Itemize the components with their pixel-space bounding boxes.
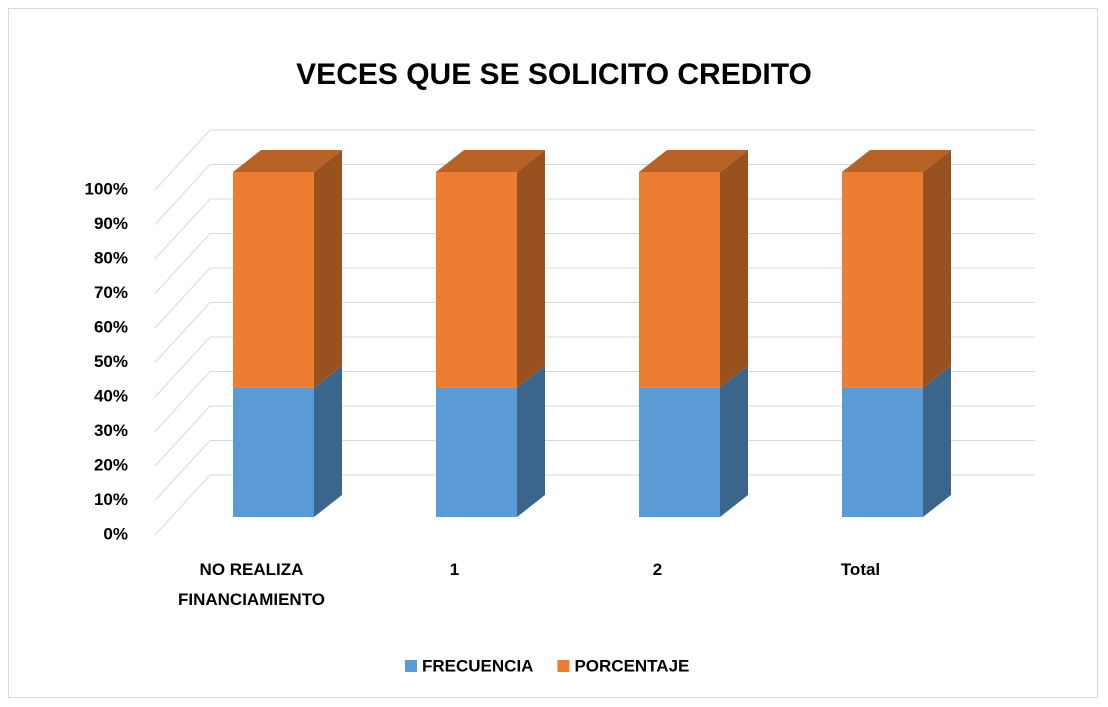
y-tick-label: 80% — [94, 248, 128, 267]
grid-line — [154, 440, 1035, 501]
bar-front — [436, 172, 517, 388]
grid-line — [154, 405, 1035, 467]
y-tick-label: 20% — [94, 455, 128, 474]
bar-front — [639, 172, 720, 388]
grid-line — [154, 164, 1035, 225]
bar-side — [314, 365, 342, 517]
x-tick-label: 2 — [652, 560, 663, 579]
grid-line — [154, 474, 1035, 536]
bar-front — [842, 172, 923, 388]
y-tick-label: 10% — [94, 490, 128, 509]
y-tick-label: 100% — [85, 179, 128, 198]
bar-side — [517, 150, 545, 388]
x-tick-label: 1 — [449, 560, 460, 579]
bar-top — [639, 150, 748, 172]
y-tick-label: 40% — [94, 386, 128, 405]
grid-line — [154, 198, 1035, 260]
legend-swatch — [405, 660, 417, 672]
bar-top — [233, 150, 342, 172]
bar-front — [233, 387, 314, 517]
bar-side — [314, 150, 342, 388]
y-tick-label: 90% — [94, 214, 128, 233]
y-tick-label: 60% — [94, 317, 128, 336]
grid-line — [154, 336, 1035, 398]
y-tick-label: 0% — [103, 524, 128, 543]
y-tick-label: 30% — [94, 421, 128, 440]
bar-side — [720, 365, 748, 517]
y-tick-label: 70% — [94, 283, 128, 302]
x-tick-label: NO REALIZA FINANCIAMIENTO — [177, 560, 325, 609]
chart-title: VECES QUE SE SOLICITO CREDITO — [296, 58, 812, 91]
bar-side — [720, 150, 748, 388]
bar-front — [639, 387, 720, 517]
legend-swatch — [557, 660, 570, 672]
grid-line — [154, 233, 1035, 294]
bar-front — [842, 387, 923, 517]
legend-label: FRECUENCIA — [422, 656, 533, 675]
y-tick-label: 50% — [94, 352, 128, 371]
grid-line — [154, 302, 1035, 363]
bar-top — [842, 150, 951, 172]
grid-line — [154, 129, 1035, 191]
bar-side — [923, 365, 951, 517]
chart-frame — [8, 8, 1098, 698]
grid-line — [154, 371, 1035, 432]
bar-side — [923, 150, 951, 388]
bar-front — [233, 172, 314, 388]
bar-front — [436, 387, 517, 517]
grid-line — [154, 267, 1035, 329]
bar-side — [517, 365, 545, 517]
x-tick-label: Total — [840, 560, 881, 579]
bar-top — [436, 150, 545, 172]
legend-label: PORCENTAJE — [574, 656, 689, 675]
